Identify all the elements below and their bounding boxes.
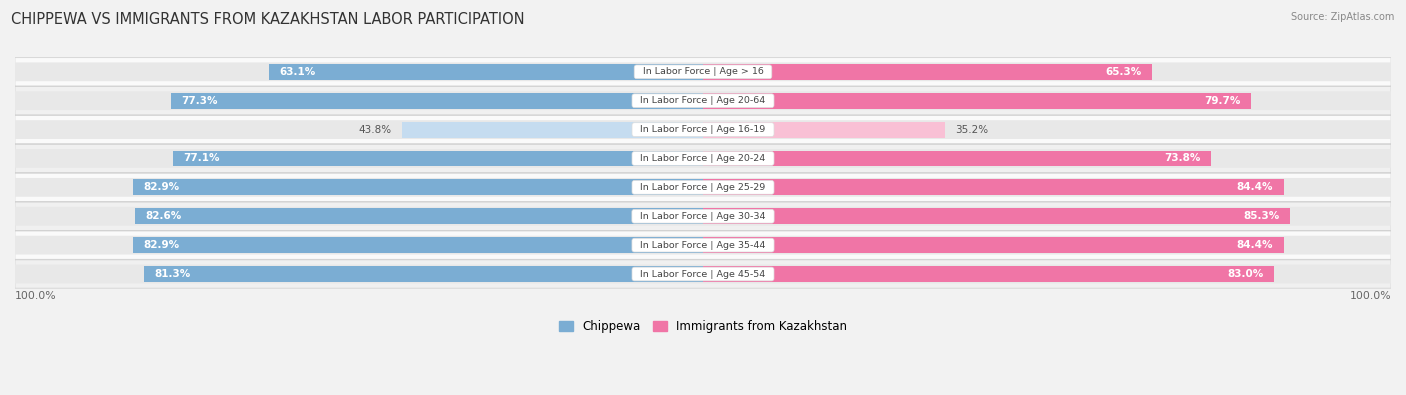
Bar [703, 179, 1284, 195]
Text: Source: ZipAtlas.com: Source: ZipAtlas.com [1291, 12, 1395, 22]
FancyBboxPatch shape [15, 62, 703, 81]
FancyBboxPatch shape [703, 120, 1391, 139]
FancyBboxPatch shape [703, 207, 1391, 226]
Text: In Labor Force | Age 30-34: In Labor Force | Age 30-34 [634, 212, 772, 221]
FancyBboxPatch shape [15, 231, 1391, 259]
Text: 100.0%: 100.0% [15, 291, 56, 301]
FancyBboxPatch shape [15, 120, 703, 139]
Text: 83.0%: 83.0% [1227, 269, 1264, 279]
Text: In Labor Force | Age 25-29: In Labor Force | Age 25-29 [634, 183, 772, 192]
Text: 79.7%: 79.7% [1205, 96, 1241, 106]
Text: 85.3%: 85.3% [1243, 211, 1279, 221]
Text: 63.1%: 63.1% [280, 67, 315, 77]
Legend: Chippewa, Immigrants from Kazakhstan: Chippewa, Immigrants from Kazakhstan [554, 315, 852, 338]
Text: 82.6%: 82.6% [145, 211, 181, 221]
Bar [703, 64, 1153, 80]
Bar [703, 150, 1211, 166]
FancyBboxPatch shape [15, 178, 703, 197]
Text: 77.3%: 77.3% [181, 96, 218, 106]
Text: 82.9%: 82.9% [143, 240, 179, 250]
Bar [172, 93, 703, 109]
Text: In Labor Force | Age 35-44: In Labor Force | Age 35-44 [634, 241, 772, 250]
Text: In Labor Force | Age 45-54: In Labor Force | Age 45-54 [634, 269, 772, 278]
Bar [173, 150, 703, 166]
Text: 43.8%: 43.8% [359, 124, 391, 135]
Text: 73.8%: 73.8% [1164, 154, 1201, 164]
Text: 35.2%: 35.2% [956, 124, 988, 135]
Text: 84.4%: 84.4% [1237, 240, 1274, 250]
FancyBboxPatch shape [15, 265, 703, 283]
FancyBboxPatch shape [703, 91, 1391, 110]
Bar [132, 237, 703, 253]
Bar [703, 266, 1274, 282]
Text: 77.1%: 77.1% [183, 154, 219, 164]
Text: In Labor Force | Age > 16: In Labor Force | Age > 16 [637, 67, 769, 76]
Text: In Labor Force | Age 20-24: In Labor Force | Age 20-24 [634, 154, 772, 163]
Text: 65.3%: 65.3% [1105, 67, 1142, 77]
Bar [703, 237, 1284, 253]
Bar [143, 266, 703, 282]
Bar [703, 93, 1251, 109]
Text: CHIPPEWA VS IMMIGRANTS FROM KAZAKHSTAN LABOR PARTICIPATION: CHIPPEWA VS IMMIGRANTS FROM KAZAKHSTAN L… [11, 12, 524, 27]
Bar [269, 64, 703, 80]
Bar [135, 208, 703, 224]
FancyBboxPatch shape [15, 91, 703, 110]
FancyBboxPatch shape [15, 207, 703, 226]
FancyBboxPatch shape [15, 58, 1391, 86]
Text: In Labor Force | Age 20-64: In Labor Force | Age 20-64 [634, 96, 772, 105]
FancyBboxPatch shape [703, 62, 1391, 81]
Text: 82.9%: 82.9% [143, 182, 179, 192]
FancyBboxPatch shape [703, 236, 1391, 254]
FancyBboxPatch shape [15, 260, 1391, 288]
FancyBboxPatch shape [15, 115, 1391, 144]
FancyBboxPatch shape [703, 178, 1391, 197]
Bar [402, 122, 703, 137]
Text: 84.4%: 84.4% [1237, 182, 1274, 192]
Bar [132, 179, 703, 195]
FancyBboxPatch shape [15, 202, 1391, 230]
FancyBboxPatch shape [15, 144, 1391, 173]
FancyBboxPatch shape [703, 265, 1391, 283]
Bar [703, 208, 1289, 224]
FancyBboxPatch shape [15, 236, 703, 254]
Bar [703, 122, 945, 137]
Text: 81.3%: 81.3% [155, 269, 190, 279]
FancyBboxPatch shape [15, 87, 1391, 115]
Text: In Labor Force | Age 16-19: In Labor Force | Age 16-19 [634, 125, 772, 134]
FancyBboxPatch shape [703, 149, 1391, 168]
FancyBboxPatch shape [15, 149, 703, 168]
Text: 100.0%: 100.0% [1350, 291, 1391, 301]
FancyBboxPatch shape [15, 173, 1391, 201]
